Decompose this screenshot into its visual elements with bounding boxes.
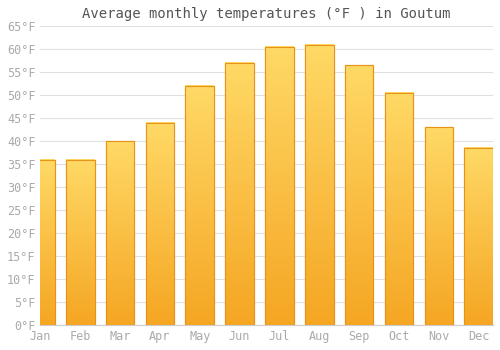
Bar (384, 93, 414, 325)
Bar (424, 127, 453, 325)
Bar (186, 86, 214, 325)
Bar (66, 160, 94, 325)
Bar (305, 45, 334, 325)
Bar (26, 160, 54, 325)
Bar (345, 65, 374, 325)
Bar (26, 160, 54, 325)
Bar (225, 63, 254, 325)
Bar (146, 123, 174, 325)
Bar (146, 123, 174, 325)
Bar (106, 141, 134, 325)
Bar (464, 148, 493, 325)
Bar (186, 86, 214, 325)
Bar (225, 63, 254, 325)
Bar (345, 65, 374, 325)
Title: Average monthly temperatures (°F ) in Goutum: Average monthly temperatures (°F ) in Go… (82, 7, 451, 21)
Bar (265, 47, 294, 325)
Bar (106, 141, 134, 325)
Bar (66, 160, 94, 325)
Bar (265, 47, 294, 325)
Bar (384, 93, 414, 325)
Bar (464, 148, 493, 325)
Bar (424, 127, 453, 325)
Bar (305, 45, 334, 325)
